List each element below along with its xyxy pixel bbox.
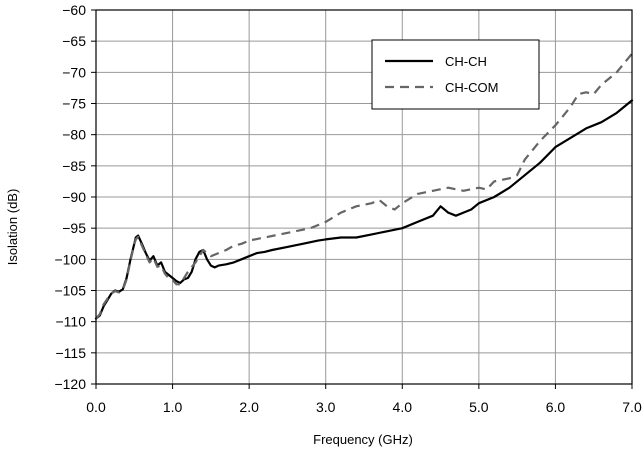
y-tick-label: −75 — [62, 96, 86, 112]
legend-box — [371, 39, 540, 110]
series-line-ch-com — [95, 52, 633, 320]
y-tick-label: −65 — [62, 33, 86, 49]
y-tick-label: −60 — [62, 2, 86, 18]
legend-label-ch-ch: CH-CH — [445, 54, 487, 69]
grid — [96, 10, 632, 384]
x-tick-label: 1.0 — [163, 399, 183, 415]
y-tick-label: −100 — [54, 251, 86, 267]
x-tick-label: 6.0 — [546, 399, 566, 415]
x-tick-label: 2.0 — [239, 399, 259, 415]
y-tick-label: −105 — [54, 283, 86, 299]
legend-label-ch-com: CH-COM — [445, 80, 498, 95]
x-tick-label: 5.0 — [469, 399, 489, 415]
y-axis-title: Isolation (dB) — [5, 189, 20, 266]
y-tick-label: −70 — [62, 64, 86, 80]
y-tick-label: −80 — [62, 127, 86, 143]
x-tick-label: 7.0 — [622, 399, 642, 415]
y-tick-label: −95 — [62, 220, 86, 236]
y-tick-label: −85 — [62, 158, 86, 174]
y-tick-label: −120 — [54, 376, 86, 392]
y-tick-label: −110 — [56, 314, 87, 330]
y-tick-label: −115 — [56, 345, 87, 361]
series-line-ch-ch — [94, 99, 634, 320]
tick-labels: 0.0 1.0 2.0 3.0 4.0 5.0 6.0 7.0 −60 −65 −70 −75 −80 −… — [54, 2, 641, 415]
legend: CH-CH CH-COM — [371, 39, 540, 110]
x-tick-label: 4.0 — [393, 399, 413, 415]
x-tick-label: 0.0 — [86, 399, 106, 415]
x-axis-title: Frequency (GHz) — [313, 432, 413, 447]
series-group — [94, 52, 634, 320]
y-tick-label: −90 — [62, 189, 86, 205]
x-tick-label: 3.0 — [316, 399, 336, 415]
